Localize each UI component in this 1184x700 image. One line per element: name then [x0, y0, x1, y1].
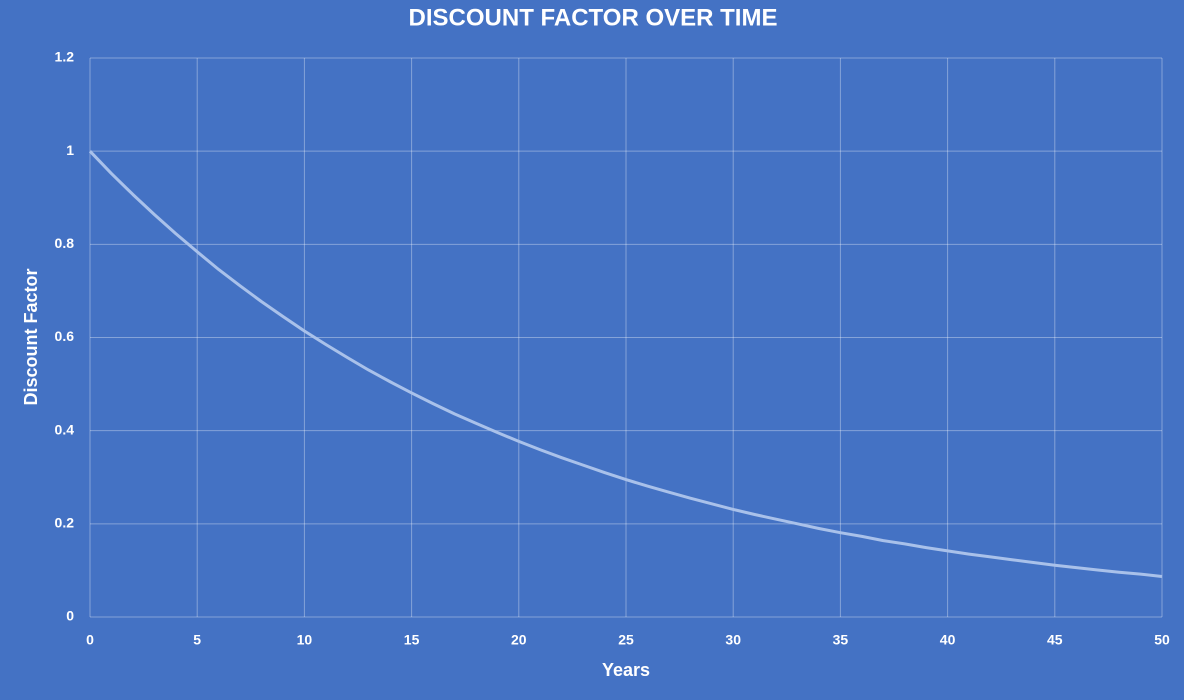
x-tick-label: 10: [297, 632, 313, 648]
y-tick-label: 0.4: [55, 421, 75, 437]
y-tick-label: 0.8: [55, 235, 75, 251]
line: [88, 150, 1163, 578]
y-axis-label: Discount Factor: [21, 268, 41, 405]
x-axis-label: Years: [602, 660, 650, 680]
x-tick-label: 25: [618, 632, 634, 648]
x-tick-label: 5: [193, 632, 201, 648]
x-tick-label: 15: [404, 632, 420, 648]
x-tick-label: 0: [86, 632, 94, 648]
x-tick-label: 30: [725, 632, 741, 648]
y-tick-label: 0: [66, 608, 74, 624]
x-tick-label: 50: [1154, 632, 1170, 648]
x-tick-label: 45: [1047, 632, 1063, 648]
x-tick-label: 20: [511, 632, 527, 648]
y-tick-label: 1.2: [55, 49, 75, 65]
x-tick-label: 35: [833, 632, 849, 648]
y-tick-label: 1: [66, 142, 74, 158]
x-tick-label: 40: [940, 632, 956, 648]
y-tick-label: 0.2: [55, 515, 75, 531]
y-tick-label: 0.6: [55, 328, 75, 344]
chart-title: DISCOUNT FACTOR OVER TIME: [409, 4, 778, 31]
